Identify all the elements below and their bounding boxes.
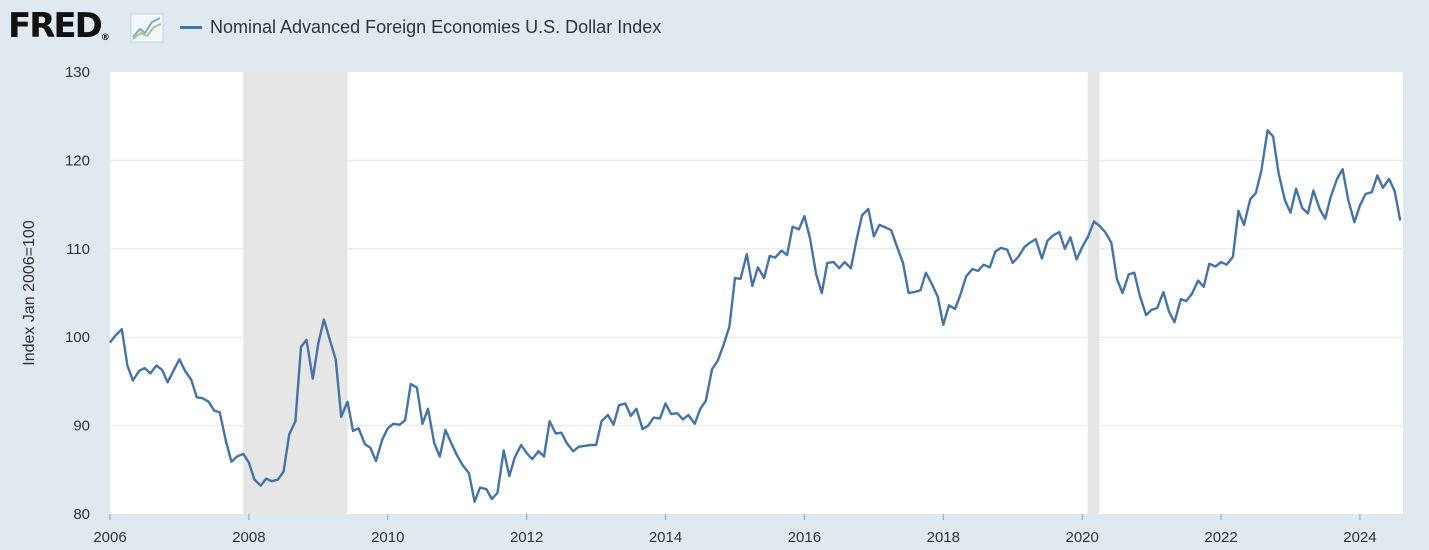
series-layer: [109, 129, 1402, 503]
recession-band-2: [1087, 72, 1100, 514]
x-tick-label-2020: 2020: [1065, 529, 1098, 546]
recession-shading: [243, 72, 1100, 514]
x-tick-label-2008: 2008: [232, 529, 265, 546]
x-tick-label-2016: 2016: [788, 529, 821, 546]
y-tick-label-120: 120: [65, 152, 90, 169]
y-tick-label-100: 100: [65, 329, 90, 346]
fred-logo-text: FRED: [8, 6, 103, 46]
x-tick-label-2010: 2010: [371, 529, 404, 546]
x-tick-label-2024: 2024: [1343, 529, 1376, 546]
legend-label[interactable]: Nominal Advanced Foreign Economies U.S. …: [210, 17, 662, 37]
legend-swatch: [180, 26, 202, 29]
fred-logo[interactable]: FRED®: [8, 9, 110, 43]
x-axis-ticks: 2006 2008 2010 2012 2014 2016 2018 2020 2022 2024: [93, 514, 1377, 546]
x-tick-label-2012: 2012: [510, 529, 543, 546]
line-chart-icon: [130, 13, 164, 43]
registered-mark: ®: [100, 33, 110, 43]
y-tick-label-110: 110: [66, 241, 90, 258]
y-tick-label-130: 130: [65, 64, 90, 81]
series-line-1[interactable]: [109, 129, 1402, 503]
x-tick-label-2014: 2014: [649, 529, 682, 546]
y-axis-title: Index Jan 2006=100: [21, 220, 38, 366]
chart-header: FRED® Nominal Advanced Foreign Economies…: [0, 0, 1429, 56]
recession-band-1: [243, 72, 348, 514]
x-tick-label-2006: 2006: [93, 529, 126, 546]
y-axis-ticks: 80 90 100 110 120 130: [65, 64, 90, 523]
y-tick-label-90: 90: [73, 418, 90, 435]
gridlines: [110, 159, 1403, 427]
y-tick-label-80: 80: [73, 506, 90, 523]
x-tick-label-2022: 2022: [1204, 529, 1237, 546]
x-tick-label-2018: 2018: [927, 529, 960, 546]
